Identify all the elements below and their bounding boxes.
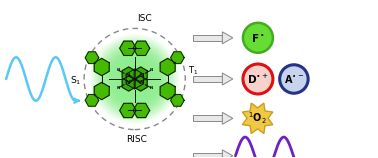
Text: N: N <box>126 73 130 78</box>
Polygon shape <box>160 82 175 100</box>
Text: N: N <box>150 86 153 90</box>
Polygon shape <box>133 103 150 118</box>
Circle shape <box>127 71 143 87</box>
Text: N: N <box>126 80 130 85</box>
Circle shape <box>280 65 308 93</box>
Polygon shape <box>85 52 99 64</box>
Polygon shape <box>160 58 175 76</box>
Polygon shape <box>85 94 99 106</box>
Polygon shape <box>222 73 233 85</box>
Text: ISC: ISC <box>137 14 151 23</box>
Circle shape <box>112 56 158 102</box>
Circle shape <box>124 69 145 89</box>
Bar <box>194 35 222 41</box>
Text: N: N <box>116 86 119 90</box>
Circle shape <box>98 43 171 115</box>
Polygon shape <box>122 76 135 91</box>
Text: A$^{\bullet-}$: A$^{\bullet-}$ <box>284 73 304 85</box>
Text: N: N <box>139 80 144 85</box>
Polygon shape <box>120 41 136 55</box>
Circle shape <box>122 67 147 91</box>
Polygon shape <box>120 103 136 118</box>
Polygon shape <box>94 58 109 76</box>
Polygon shape <box>222 32 233 44</box>
Text: T$_1$: T$_1$ <box>188 64 198 77</box>
Polygon shape <box>126 69 143 89</box>
Circle shape <box>101 45 169 113</box>
Circle shape <box>107 51 162 107</box>
Circle shape <box>92 36 177 122</box>
Text: F$^\bullet$: F$^\bullet$ <box>251 32 265 44</box>
Circle shape <box>113 58 156 100</box>
Circle shape <box>120 64 149 94</box>
Text: S$_1$: S$_1$ <box>70 75 81 87</box>
Polygon shape <box>94 82 109 100</box>
Circle shape <box>96 41 173 117</box>
Polygon shape <box>133 41 150 55</box>
Bar <box>194 76 222 82</box>
Text: D$^{\bullet+}$: D$^{\bullet+}$ <box>247 73 269 85</box>
Circle shape <box>90 34 180 124</box>
Polygon shape <box>242 103 273 134</box>
Polygon shape <box>122 67 135 82</box>
Polygon shape <box>170 94 184 106</box>
Text: N: N <box>150 68 153 72</box>
Polygon shape <box>222 112 233 124</box>
Polygon shape <box>134 76 147 91</box>
Text: $^1$O$_2$: $^1$O$_2$ <box>248 111 267 126</box>
Text: RISC: RISC <box>126 135 147 144</box>
Circle shape <box>105 49 164 109</box>
Polygon shape <box>134 67 147 82</box>
Circle shape <box>109 54 160 104</box>
Circle shape <box>243 23 273 53</box>
Circle shape <box>243 64 273 94</box>
Circle shape <box>116 60 153 98</box>
Bar <box>194 153 222 158</box>
Polygon shape <box>170 52 184 64</box>
Circle shape <box>94 38 175 120</box>
Circle shape <box>118 62 152 96</box>
Bar <box>194 115 222 121</box>
Text: N: N <box>116 68 119 72</box>
Polygon shape <box>222 150 233 158</box>
Text: N: N <box>139 73 144 78</box>
Circle shape <box>103 47 167 111</box>
